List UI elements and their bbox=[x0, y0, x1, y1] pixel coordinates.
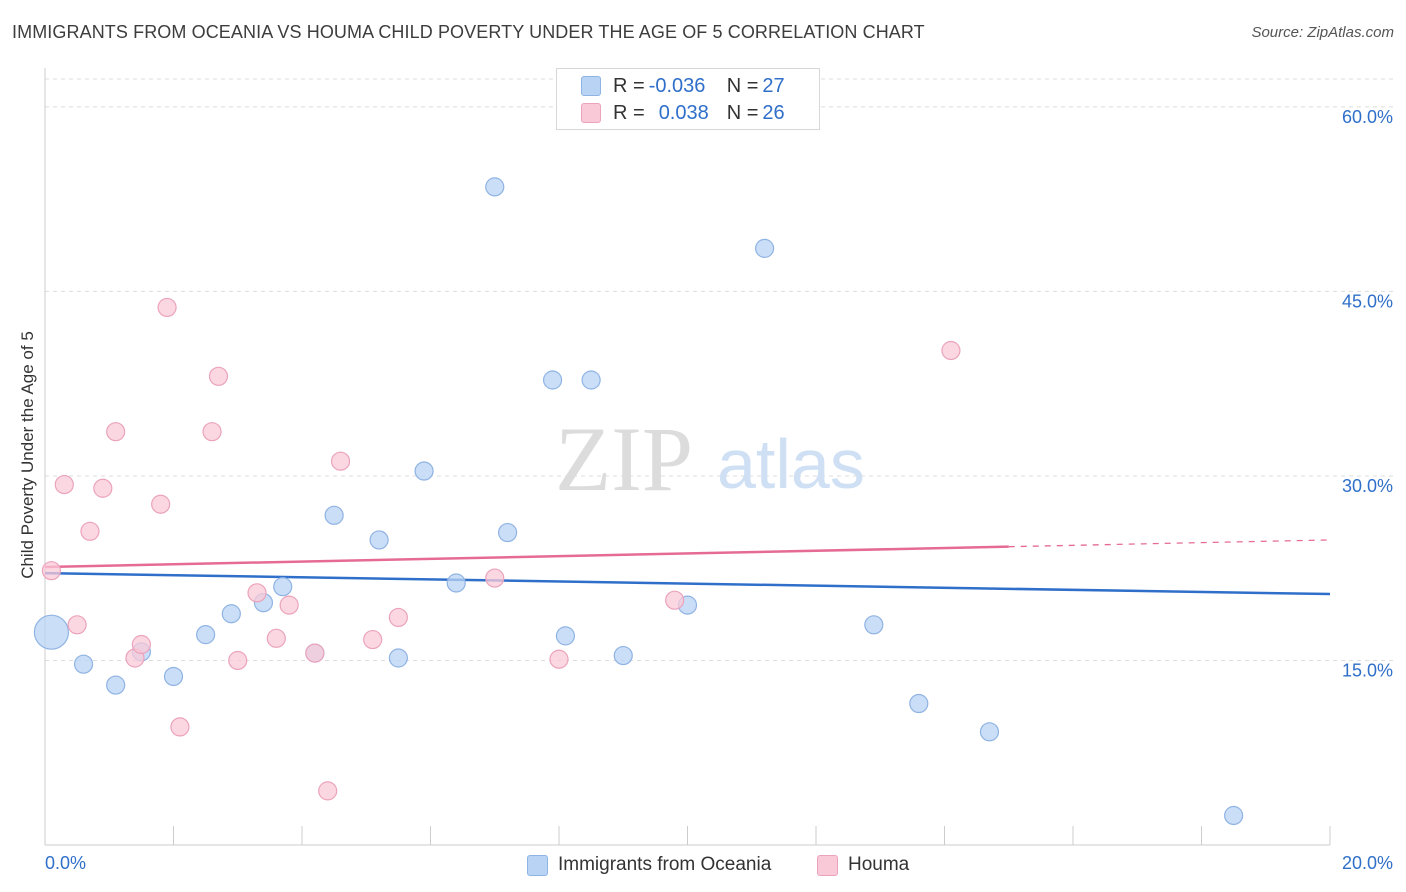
legend-row-houma: R = 0.038 N = 26 bbox=[581, 100, 785, 126]
oceania-point bbox=[388, 648, 408, 668]
legend-swatch-houma bbox=[581, 103, 601, 123]
legend-r-label: R = bbox=[613, 74, 645, 97]
oceania-point bbox=[1224, 805, 1244, 826]
bottom-legend-swatch-houma bbox=[817, 854, 838, 876]
houma-point bbox=[318, 781, 338, 801]
bottom-legend-oceania: Immigrants from Oceania bbox=[527, 851, 771, 879]
oceania-point bbox=[414, 461, 434, 481]
houma-point bbox=[941, 340, 961, 361]
legend-n-label: N = bbox=[726, 101, 759, 124]
oceania-point bbox=[581, 370, 601, 390]
oceania-point bbox=[498, 522, 518, 543]
houma-point bbox=[208, 366, 229, 386]
houma-point bbox=[131, 634, 151, 655]
houma-point bbox=[202, 422, 222, 442]
watermark-zip: ZIP bbox=[555, 408, 693, 510]
houma-point bbox=[330, 451, 351, 471]
houma-point bbox=[485, 568, 505, 588]
oceania-point bbox=[754, 238, 775, 258]
chart-title: IMMIGRANTS FROM OCEANIA VS HOUMA CHILD P… bbox=[12, 22, 925, 42]
oceania-point bbox=[73, 654, 94, 674]
oceania-point bbox=[979, 722, 1000, 742]
houma-point bbox=[388, 607, 408, 628]
houma-point bbox=[305, 643, 325, 663]
watermark: ZIP atlas bbox=[555, 408, 865, 510]
houma-point bbox=[67, 615, 87, 635]
houma-point bbox=[151, 494, 171, 514]
x-tick-label-min: 0.0% bbox=[45, 853, 86, 873]
oceania-point bbox=[909, 693, 929, 714]
oceania-point bbox=[369, 530, 389, 550]
data-points bbox=[33, 177, 1244, 826]
trend-lines bbox=[44, 539, 1331, 596]
watermark-atlas: atlas bbox=[717, 425, 865, 503]
oceania-point bbox=[196, 625, 216, 645]
houma-point bbox=[549, 649, 569, 669]
oceania-point bbox=[613, 645, 633, 666]
y-tick-label: 45.0% bbox=[1342, 291, 1393, 311]
tick-labels: 15.0% 30.0% 45.0% 60.0% 0.0% 20.0% bbox=[45, 107, 1393, 873]
oceania-point bbox=[542, 370, 563, 390]
legend-n-label: N = bbox=[726, 74, 759, 97]
oceania-point bbox=[555, 626, 576, 646]
bottom-legend-label-houma: Houma bbox=[848, 854, 910, 875]
houma-point bbox=[54, 474, 74, 495]
houma-point bbox=[80, 521, 100, 541]
houma-point bbox=[170, 717, 190, 737]
legend-n-value: 27 bbox=[762, 74, 785, 97]
oceania-point bbox=[864, 615, 884, 635]
legend-r-value: 0.038 bbox=[658, 101, 709, 124]
axes bbox=[44, 68, 1331, 846]
oceania-point bbox=[485, 177, 505, 197]
oceania-point bbox=[324, 505, 344, 525]
trend-line-houma bbox=[44, 545, 1009, 569]
bottom-legend-houma: Houma bbox=[817, 851, 909, 879]
legend-r-label: R = bbox=[613, 101, 645, 124]
trend-line-oceania bbox=[44, 571, 1331, 596]
correlation-legend: R = -0.036 N = 27 R = 0.038 N = 26 bbox=[556, 68, 820, 130]
houma-point bbox=[279, 595, 299, 615]
houma-point bbox=[665, 590, 685, 610]
oceania-point bbox=[163, 666, 184, 687]
y-tick-label: 30.0% bbox=[1342, 476, 1393, 496]
y-axis-label: Child Poverty Under the Age of 5 bbox=[18, 331, 37, 579]
y-tick-label: 15.0% bbox=[1342, 660, 1393, 680]
houma-point bbox=[247, 583, 267, 603]
trend-line-houma-extension bbox=[1008, 539, 1331, 548]
oceania-point bbox=[221, 604, 241, 624]
legend-row-oceania: R = -0.036 N = 27 bbox=[581, 73, 785, 99]
bottom-legend-swatch-oceania bbox=[527, 854, 548, 876]
houma-point bbox=[93, 478, 113, 498]
houma-point bbox=[41, 561, 62, 581]
legend-swatch-oceania bbox=[581, 76, 601, 96]
x-tick-label-max: 20.0% bbox=[1342, 853, 1393, 873]
houma-point bbox=[157, 297, 177, 318]
grid-lines bbox=[45, 78, 1395, 661]
legend-n-value: 26 bbox=[762, 101, 785, 124]
houma-point bbox=[363, 629, 383, 650]
source-label: Source: ZipAtlas.com bbox=[1251, 24, 1394, 41]
houma-point bbox=[106, 422, 126, 442]
y-tick-label: 60.0% bbox=[1342, 107, 1393, 127]
houma-point bbox=[228, 650, 248, 671]
oceania-point bbox=[106, 675, 126, 695]
oceania-point bbox=[273, 577, 293, 597]
legend-r-value: -0.036 bbox=[648, 74, 706, 97]
bottom-legend-label-oceania: Immigrants from Oceania bbox=[558, 854, 772, 875]
houma-point bbox=[266, 628, 286, 648]
oceania-point bbox=[33, 614, 70, 650]
oceania-point bbox=[446, 573, 466, 593]
